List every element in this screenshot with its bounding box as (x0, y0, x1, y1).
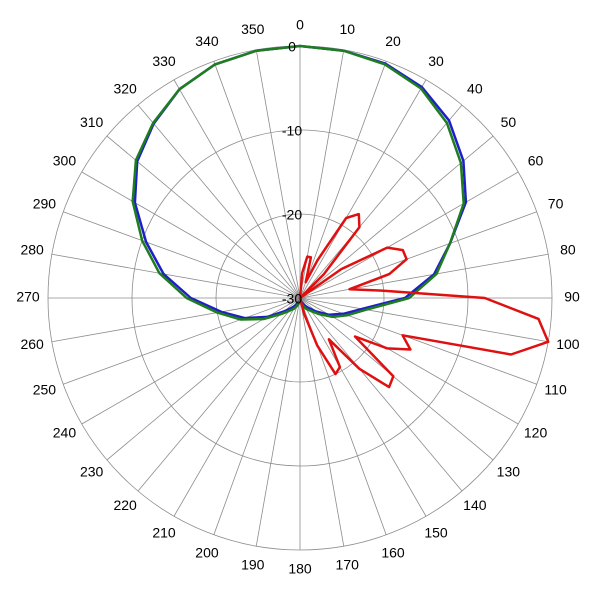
spoke (51, 297, 301, 343)
spoke (299, 79, 427, 299)
angle-label: 120 (524, 425, 548, 441)
angle-label: 350 (241, 21, 265, 37)
spoke (173, 79, 301, 299)
spoke (213, 61, 301, 299)
spoke (81, 171, 301, 299)
angle-label: 130 (497, 464, 521, 480)
spoke (299, 61, 387, 299)
spoke (299, 297, 549, 343)
angle-label: 340 (195, 33, 219, 49)
spoke (173, 297, 301, 517)
angle-label: 100 (556, 336, 580, 352)
r-tick-label: -30 (282, 291, 302, 307)
spoke (63, 297, 301, 385)
angle-label: 210 (152, 524, 176, 540)
angle-label: 70 (548, 196, 564, 212)
angle-label: 30 (428, 53, 444, 69)
angle-label: 230 (80, 464, 104, 480)
r-tick-label: -20 (282, 207, 302, 223)
pattern-line (298, 212, 550, 389)
angle-label: 330 (152, 53, 176, 69)
spoke (299, 297, 427, 517)
angle-label: 90 (564, 289, 580, 305)
angle-label: 310 (80, 114, 104, 130)
angle-label: 260 (20, 336, 44, 352)
spoke (299, 297, 519, 425)
spoke (255, 49, 301, 299)
angle-label: 320 (113, 80, 137, 96)
angle-label: 290 (33, 196, 57, 212)
angle-label: 190 (241, 557, 265, 573)
spoke (106, 135, 301, 299)
spoke (299, 297, 345, 547)
angle-label: 20 (385, 33, 401, 49)
spoke (299, 171, 519, 299)
spoke (106, 297, 301, 461)
angle-label: 170 (336, 557, 360, 573)
angle-label: 50 (501, 114, 517, 130)
spoke (299, 297, 537, 385)
spoke (299, 297, 463, 492)
spoke (213, 297, 301, 535)
angle-label: 140 (463, 497, 487, 513)
angle-label: 200 (195, 544, 219, 560)
angle-label: 150 (424, 524, 448, 540)
r-tick-label: 0 (288, 39, 296, 55)
angle-label: 60 (528, 153, 544, 169)
angle-label: 10 (339, 21, 355, 37)
pattern-line (131, 44, 465, 321)
r-tick-label: -10 (282, 123, 302, 139)
spoke (63, 211, 301, 299)
grid-circle (215, 213, 385, 383)
spoke (137, 297, 301, 492)
angle-label: 110 (544, 382, 567, 398)
angle-label: 270 (16, 289, 40, 305)
spoke (51, 253, 301, 299)
angle-label: 240 (53, 425, 77, 441)
angle-label: 300 (53, 153, 77, 169)
angle-label: 40 (467, 80, 483, 96)
angle-label: 280 (20, 241, 44, 257)
spoke (299, 211, 537, 299)
spoke (299, 297, 494, 461)
spoke (299, 104, 463, 299)
angle-label: 220 (113, 497, 137, 513)
spoke (137, 104, 301, 299)
angle-label: 250 (33, 382, 57, 398)
angle-label: 80 (560, 241, 576, 257)
spoke (255, 297, 301, 547)
spoke (299, 253, 549, 299)
angle-label: 180 (288, 561, 312, 577)
angle-label: 160 (381, 544, 405, 560)
angle-label: 0 (296, 17, 304, 33)
